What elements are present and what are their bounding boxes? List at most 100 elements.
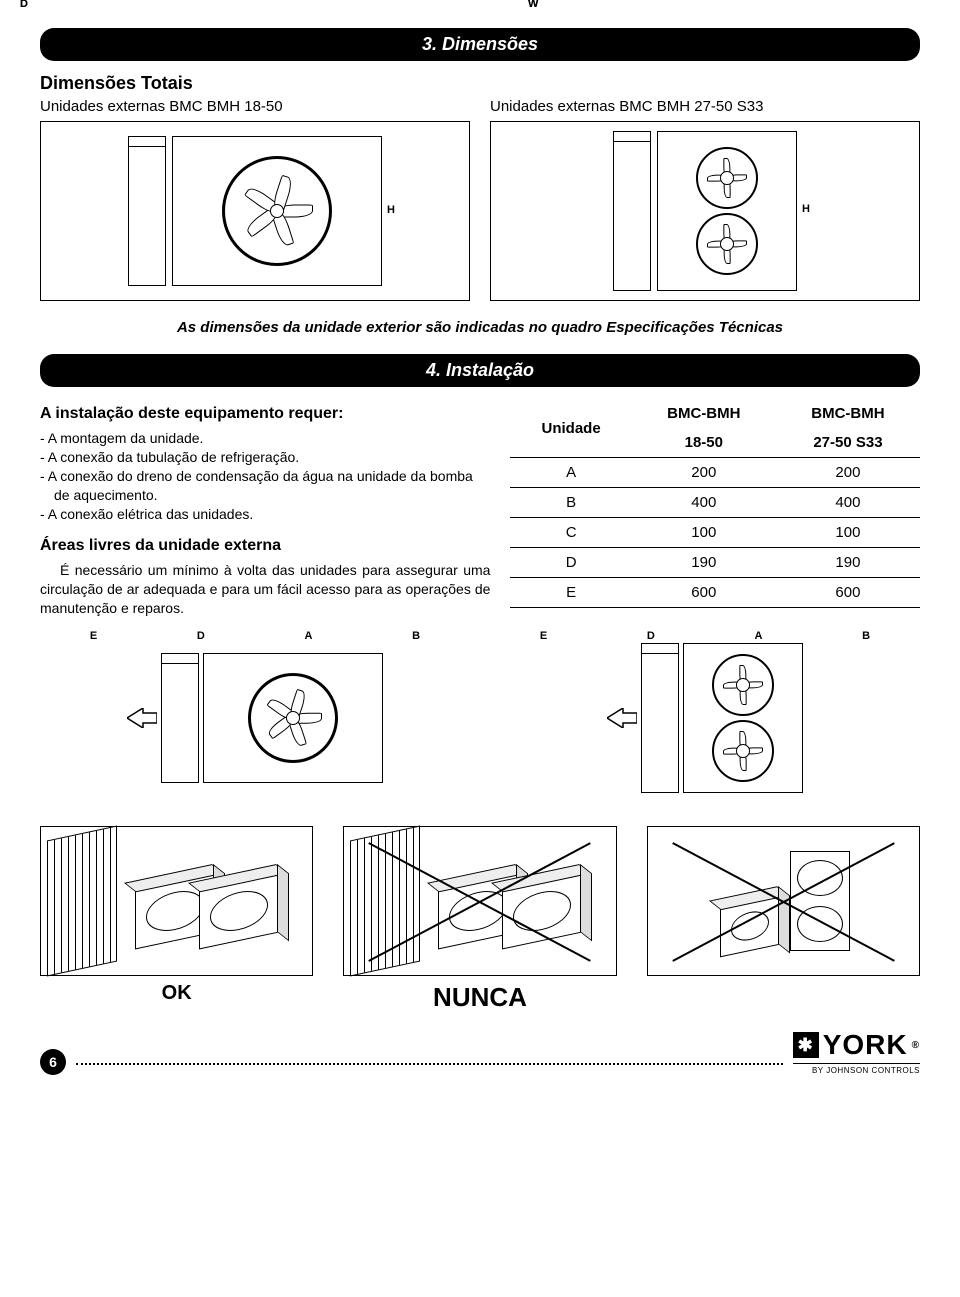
unit-left-label: Unidades externas BMC BMH 18-50: [40, 98, 470, 115]
letter-a: A: [755, 630, 763, 642]
arrow-left-icon: [127, 708, 157, 728]
spec-table: Unidade BMC-BMH BMC-BMH 18-50 27-50 S33 …: [510, 399, 920, 608]
arrow-left-icon: [607, 708, 637, 728]
list-item: A montagem da unidade.: [40, 429, 490, 448]
unit-right-label: Unidades externas BMC BMH 27-50 S33: [490, 98, 920, 115]
cell-value: 190: [776, 548, 920, 578]
fan-icon: [696, 147, 758, 209]
clearance-row: E D A B E D A: [40, 628, 920, 808]
ok-nunca-labels: OK NUNCA: [40, 982, 920, 1013]
fan-icon: [696, 213, 758, 275]
ok-label: OK: [40, 982, 313, 1013]
table-header-h2: BMC-BMH: [776, 399, 920, 428]
front-view-right: H: [657, 131, 797, 291]
diagram-left: D W H: [40, 121, 470, 301]
letter-b: B: [412, 630, 420, 642]
list-item: A conexão elétrica das unidades.: [40, 505, 490, 524]
install-list: A montagem da unidade. A conexão da tubu…: [40, 429, 490, 523]
snowflake-icon: ✱: [793, 1032, 819, 1058]
fan-icon: [712, 654, 774, 716]
front-view: [203, 653, 383, 783]
heading-totals: Dimensões Totais: [40, 73, 920, 94]
brand-logo: ✱ YORK ® BY JOHNSON CONTROLS: [793, 1029, 920, 1075]
unit-right-col: Unidades externas BMC BMH 27-50 S33 D W: [490, 98, 920, 301]
table-header-h1: BMC-BMH: [632, 399, 776, 428]
cell-label: D: [510, 548, 631, 578]
clearance-right: E D A B: [490, 628, 920, 808]
registered-icon: ®: [912, 1040, 920, 1051]
front-view-left: H: [172, 136, 382, 286]
dim-h: H: [802, 203, 810, 215]
dim-d: D: [20, 0, 28, 10]
cell-label: E: [510, 578, 631, 608]
install-left-col: A instalação deste equipamento requer: A…: [40, 399, 490, 618]
fan-icon: [712, 720, 774, 782]
cell-value: 600: [632, 578, 776, 608]
install-right-col: Unidade BMC-BMH BMC-BMH 18-50 27-50 S33 …: [510, 399, 920, 618]
letter-e: E: [540, 630, 547, 642]
cell-value: 200: [632, 458, 776, 488]
fan-icon: [222, 156, 332, 266]
cell-label: C: [510, 518, 631, 548]
letter-d: D: [197, 630, 205, 642]
cell-value: 400: [632, 488, 776, 518]
side-view: [641, 643, 679, 793]
table-header-unit: Unidade: [510, 399, 631, 458]
nunca-label: NUNCA: [343, 982, 616, 1013]
letter-d: D: [647, 630, 655, 642]
footer-dots: [76, 1063, 783, 1065]
cell-value: 200: [776, 458, 920, 488]
units-row: Unidades externas BMC BMH 18-50 D W H: [40, 98, 920, 301]
cell-label: B: [510, 488, 631, 518]
side-view: [161, 653, 199, 783]
cell-value: 100: [632, 518, 776, 548]
bottom-row: [40, 826, 920, 976]
cell-value: 100: [776, 518, 920, 548]
table-row: B 400 400: [510, 488, 920, 518]
dim-w: W: [528, 0, 538, 10]
table-header-s2: 27-50 S33: [776, 428, 920, 458]
page-footer: 6 ✱ YORK ® BY JOHNSON CONTROLS: [40, 1029, 920, 1075]
clearance-letters: E D A B: [490, 630, 920, 642]
dim-h: H: [387, 204, 395, 216]
table-row: D 190 190: [510, 548, 920, 578]
free-areas-heading: Áreas livres da unidade externa: [40, 537, 490, 555]
iso-nunca2-box: [647, 826, 920, 976]
iso-ok-box: [40, 826, 313, 976]
wall-icon: [47, 826, 117, 977]
dimensions-note: As dimensões da unidade exterior são ind…: [40, 319, 920, 336]
iso-nunca1-box: [343, 826, 616, 976]
clearance-left: E D A B: [40, 628, 470, 808]
free-area-text: É necessário um mínimo à volta das unida…: [40, 561, 490, 618]
brand-tagline: BY JOHNSON CONTROLS: [793, 1063, 920, 1075]
install-requires-heading: A instalação deste equipamento requer:: [40, 405, 490, 423]
section-bar-install: 4. Instalação: [40, 354, 920, 387]
table-header-s1: 18-50: [632, 428, 776, 458]
list-item: A conexão da tubulação de refrigeração.: [40, 448, 490, 467]
front-view: [683, 643, 803, 793]
table-row: C 100 100: [510, 518, 920, 548]
list-item: A conexão do dreno de condensação da águ…: [40, 467, 490, 505]
table-row: E 600 600: [510, 578, 920, 608]
cross-icon: [658, 837, 909, 965]
side-view-left: [128, 136, 166, 286]
letter-b: B: [862, 630, 870, 642]
spacer: [647, 982, 920, 1013]
fan-icon: [248, 673, 338, 763]
cell-value: 400: [776, 488, 920, 518]
letter-e: E: [90, 630, 97, 642]
table-row: A 200 200: [510, 458, 920, 488]
section-bar-dimensions: 3. Dimensões: [40, 28, 920, 61]
brand-name: YORK: [823, 1029, 908, 1061]
cell-value: 600: [776, 578, 920, 608]
letter-a: A: [305, 630, 313, 642]
cross-icon: [354, 837, 605, 965]
iso-units: [131, 861, 283, 941]
cell-label: A: [510, 458, 631, 488]
page-number: 6: [40, 1049, 66, 1075]
cell-value: 190: [632, 548, 776, 578]
side-view-right: [613, 131, 651, 291]
diagram-right: D W: [490, 121, 920, 301]
unit-left-col: Unidades externas BMC BMH 18-50 D W H: [40, 98, 470, 301]
iso-unit-icon: [199, 873, 279, 950]
